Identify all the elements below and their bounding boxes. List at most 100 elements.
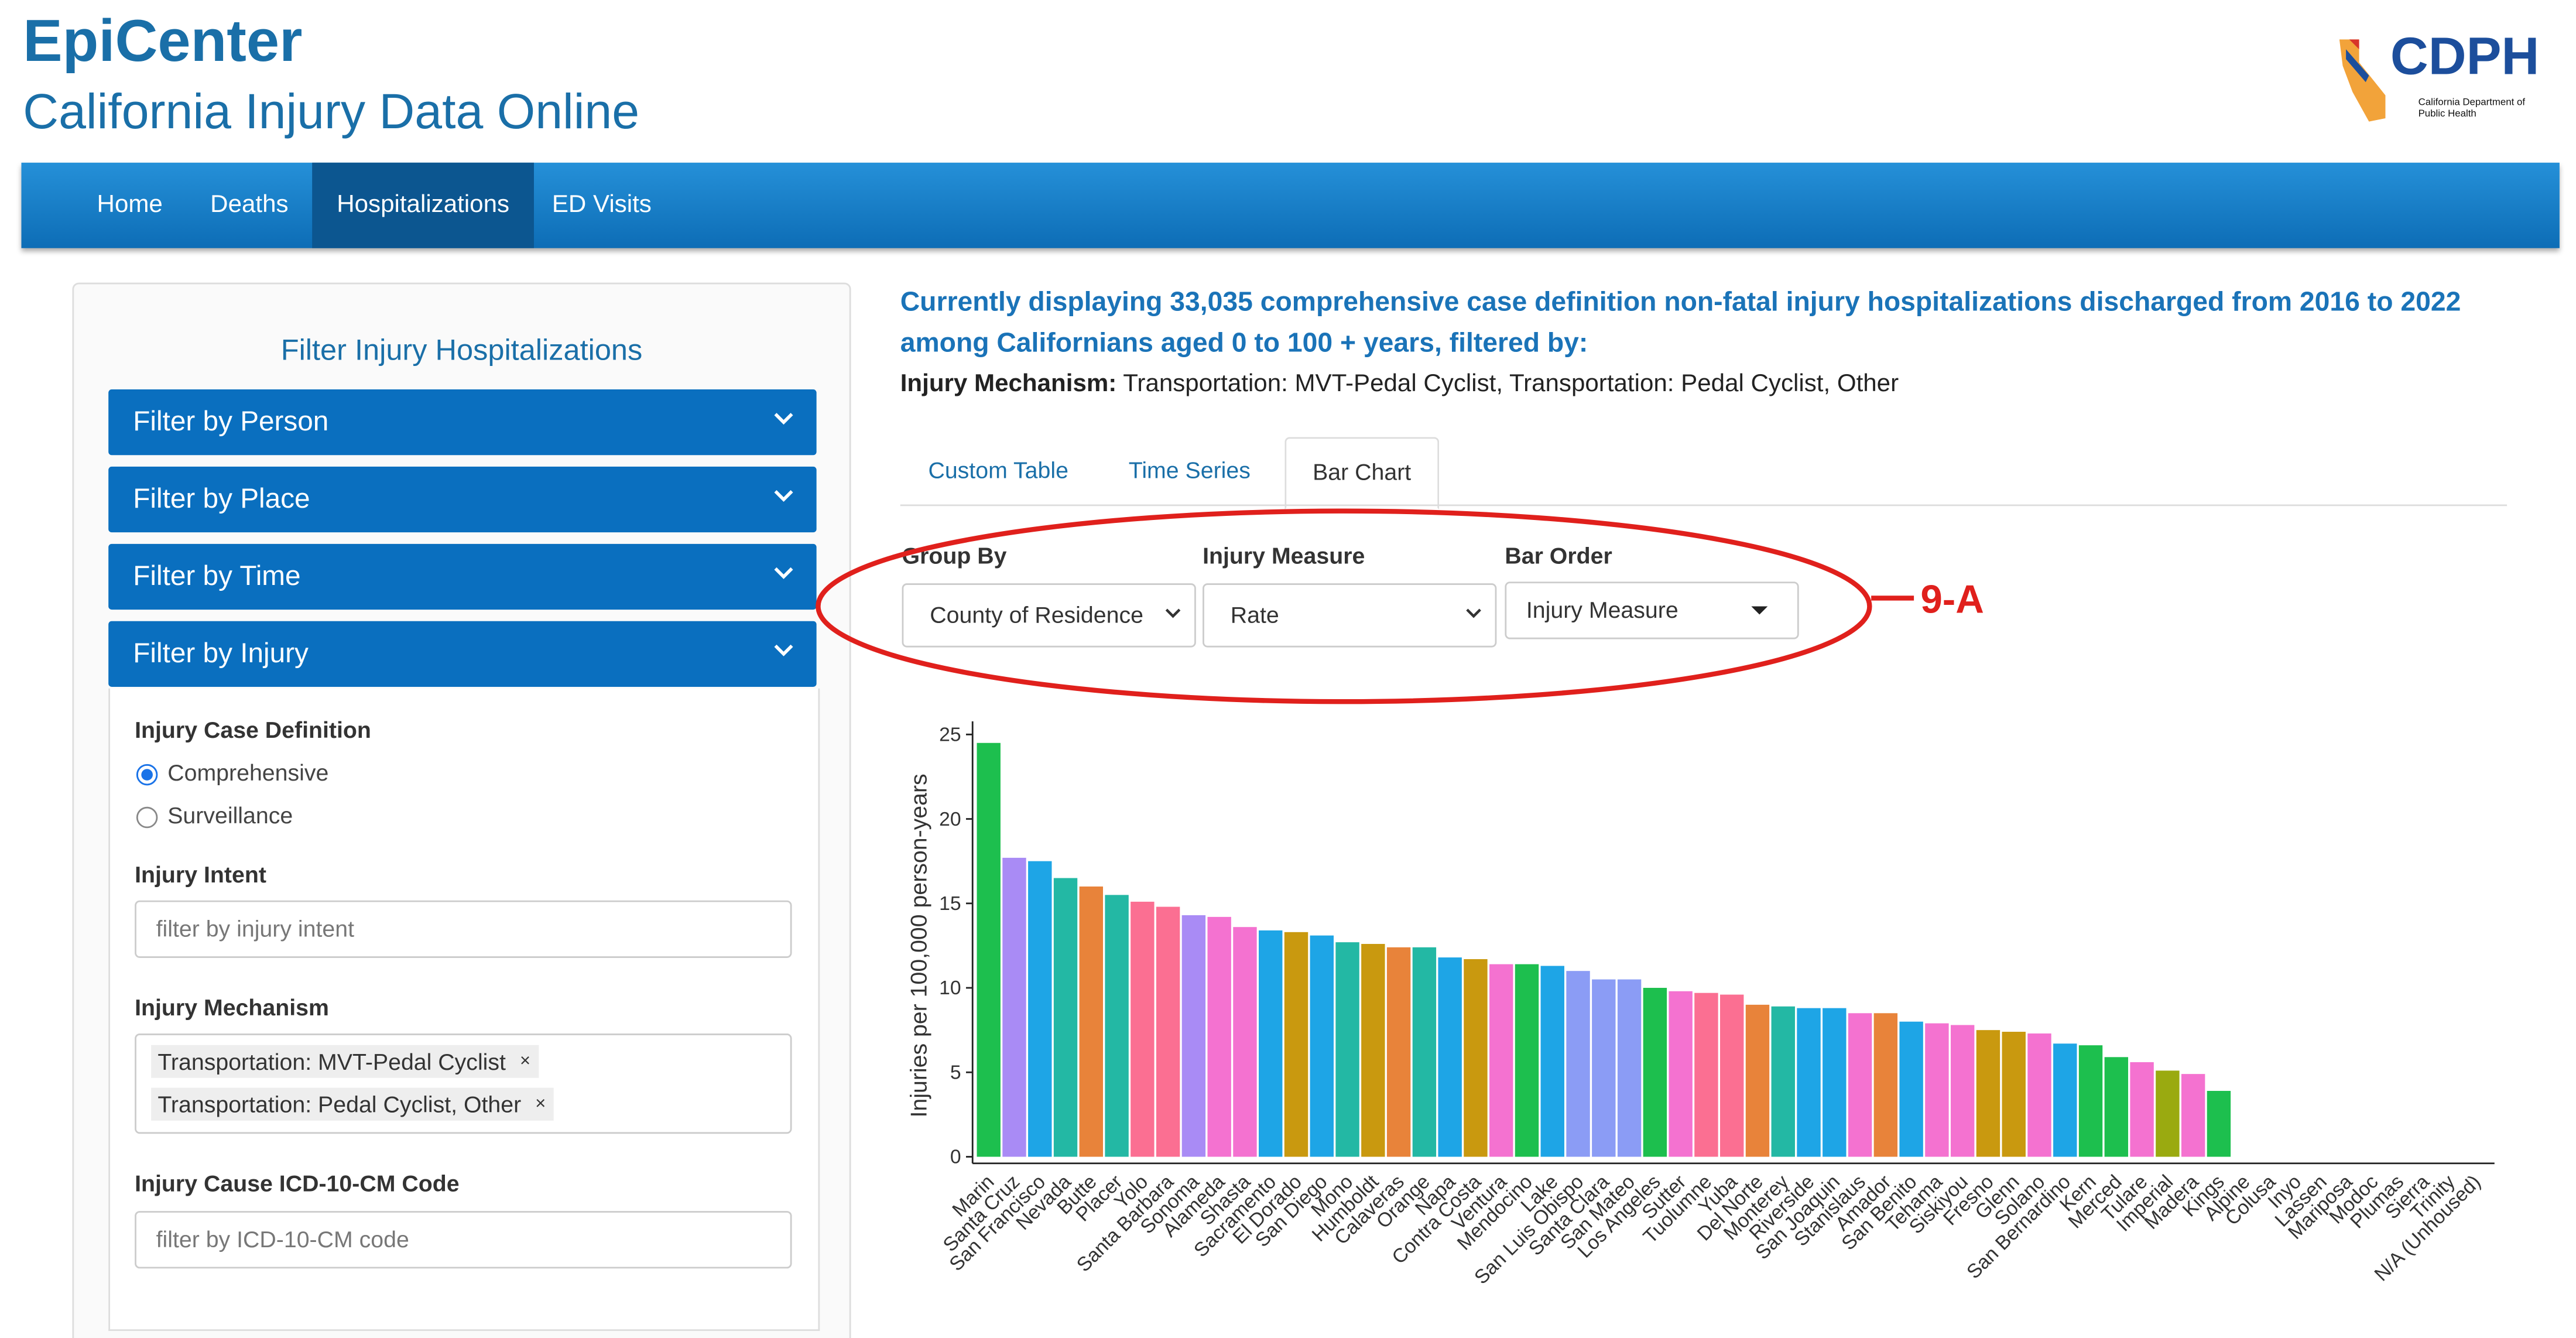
tag-label: Transportation: MVT-Pedal Cyclist (157, 1048, 506, 1074)
bar (1643, 988, 1667, 1156)
bar (1566, 971, 1590, 1156)
logo-text: CDPH (2390, 26, 2539, 87)
accordion[interactable]: Filter by Person (108, 389, 816, 455)
bar (1899, 1022, 1923, 1157)
bar (1489, 964, 1513, 1157)
bar (1694, 993, 1718, 1157)
bar (1874, 1013, 1897, 1156)
panel-title: Filter Injury Hospitalizations (74, 334, 849, 368)
bar (1746, 1005, 1769, 1157)
annotation-label: 9-A (1920, 578, 1984, 622)
logo-subtext: California Department of Public Health (2419, 98, 2550, 121)
bar (1105, 895, 1128, 1156)
bar (1951, 1025, 1974, 1156)
y-tick-label: 20 (939, 809, 961, 830)
y-tick-label: 15 (939, 893, 961, 915)
accordion-label: Filter by Person (133, 389, 328, 455)
bar (1592, 980, 1615, 1157)
text-input[interactable]: filter by injury intent (135, 901, 792, 958)
navbar: Home Deaths Hospitalizations ED Visits (21, 163, 2559, 248)
bar (1618, 980, 1641, 1157)
bar (1310, 936, 1334, 1157)
nav-item[interactable]: Deaths (186, 163, 313, 248)
tab[interactable]: Custom Table (902, 437, 1095, 506)
bar (2181, 1074, 2205, 1156)
tag-label: Transportation: Pedal Cyclist, Other (157, 1091, 521, 1117)
bar (1976, 1030, 2000, 1156)
bar (1848, 1013, 1872, 1156)
bar (1054, 878, 1077, 1157)
bar (1080, 887, 1103, 1157)
select[interactable]: County of Residence (902, 583, 1196, 647)
bar (1669, 991, 1692, 1157)
bar (1823, 1008, 1846, 1157)
tab[interactable]: Time Series (1102, 437, 1277, 506)
bar (1156, 907, 1180, 1157)
bar (977, 743, 1001, 1157)
bar-chart: 0510152025Injuries per 100,000 person-ye… (887, 707, 2530, 1338)
accordion-label: Filter by Place (133, 467, 310, 532)
radio[interactable] (136, 807, 157, 828)
nav-item[interactable]: Home (72, 163, 187, 248)
nav-item[interactable]: Hospitalizations (312, 163, 534, 248)
accordion[interactable]: Filter by Injury (108, 621, 816, 687)
chevron (774, 412, 794, 425)
bar (1387, 947, 1410, 1157)
field-label: Injury Cause ICD-10-CM Code (135, 1170, 459, 1196)
bar (1797, 1008, 1820, 1157)
tab-divider (900, 504, 2507, 506)
bar (1259, 930, 1282, 1157)
radio-label: Surveillance (167, 802, 293, 828)
bar (2053, 1043, 2077, 1156)
field-label: Injury Intent (135, 861, 266, 887)
description: Currently displaying 33,035 comprehensiv… (900, 283, 2527, 365)
select[interactable]: Rate (1203, 583, 1496, 647)
chevron (774, 567, 794, 580)
field-label: Injury Case Definition (135, 716, 371, 742)
chevron (1465, 608, 1482, 620)
tag-input[interactable]: Transportation: MVT-Pedal Cyclist × Trans… (135, 1034, 792, 1134)
control-label: Injury Measure (1203, 542, 1365, 569)
tab[interactable]: Bar Chart (1284, 437, 1439, 509)
site-subtitle: California Injury Data Online (23, 85, 639, 141)
bar (1131, 902, 1154, 1157)
bar (2002, 1032, 2026, 1156)
bar (1002, 858, 1026, 1157)
bar (2027, 1034, 2051, 1157)
nav-item[interactable]: ED Visits (527, 163, 676, 248)
select-value: County of Residence (930, 601, 1143, 628)
bar (1438, 957, 1461, 1156)
bar (1515, 964, 1539, 1157)
tag: Transportation: MVT-Pedal Cyclist × (151, 1045, 539, 1078)
field-label: Injury Mechanism (135, 994, 329, 1021)
tag-remove[interactable]: × (520, 1045, 530, 1078)
dropdown[interactable]: Injury Measure (1505, 581, 1799, 639)
radio-label: Comprehensive (167, 759, 328, 785)
bar (1413, 947, 1436, 1157)
control-label: Bar Order (1505, 542, 1612, 569)
chevron (1165, 608, 1181, 620)
radio[interactable] (136, 764, 157, 785)
injury-filters: Injury Case Definition Comprehensive Sur… (108, 689, 820, 1331)
bar (1720, 995, 1743, 1157)
bar (1028, 861, 1051, 1157)
text-input[interactable]: filter by ICD-10-CM code (135, 1211, 792, 1268)
filter-panel: Filter Injury Hospitalizations Filter by… (72, 283, 851, 1338)
chevron (774, 644, 794, 657)
y-tick-label: 5 (950, 1062, 961, 1083)
filter-value: Transportation: MVT-Pedal Cyclist, Trans… (1123, 369, 1899, 398)
bar (1361, 944, 1385, 1156)
bar (1284, 932, 1308, 1157)
y-axis-title: Injuries per 100,000 person-years (906, 774, 932, 1117)
accordion[interactable]: Filter by Place (108, 467, 816, 532)
y-tick-label: 0 (950, 1147, 961, 1168)
bar (1541, 966, 1564, 1157)
accordion-label: Filter by Time (133, 544, 300, 610)
site-title: EpiCenter (23, 6, 302, 76)
bar (1182, 915, 1205, 1157)
accordion[interactable]: Filter by Time (108, 544, 816, 610)
tag-remove[interactable]: × (535, 1088, 546, 1121)
